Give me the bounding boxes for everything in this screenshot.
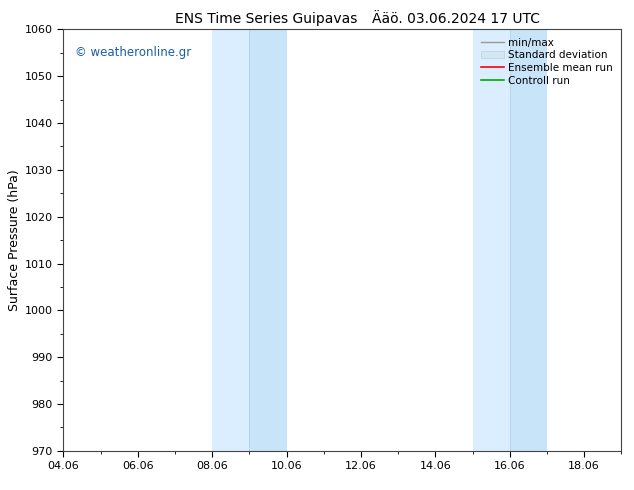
Text: ENS Time Series Guipavas: ENS Time Series Guipavas — [175, 12, 358, 26]
Text: © weatheronline.gr: © weatheronline.gr — [75, 46, 191, 59]
Y-axis label: Surface Pressure (hPa): Surface Pressure (hPa) — [8, 169, 21, 311]
Legend: min/max, Standard deviation, Ensemble mean run, Controll run: min/max, Standard deviation, Ensemble me… — [478, 35, 616, 89]
Bar — [212, 29, 249, 451]
Bar — [510, 29, 547, 451]
Bar — [472, 29, 510, 451]
Bar — [249, 29, 287, 451]
Text: Ääö. 03.06.2024 17 UTC: Ääö. 03.06.2024 17 UTC — [373, 12, 540, 26]
